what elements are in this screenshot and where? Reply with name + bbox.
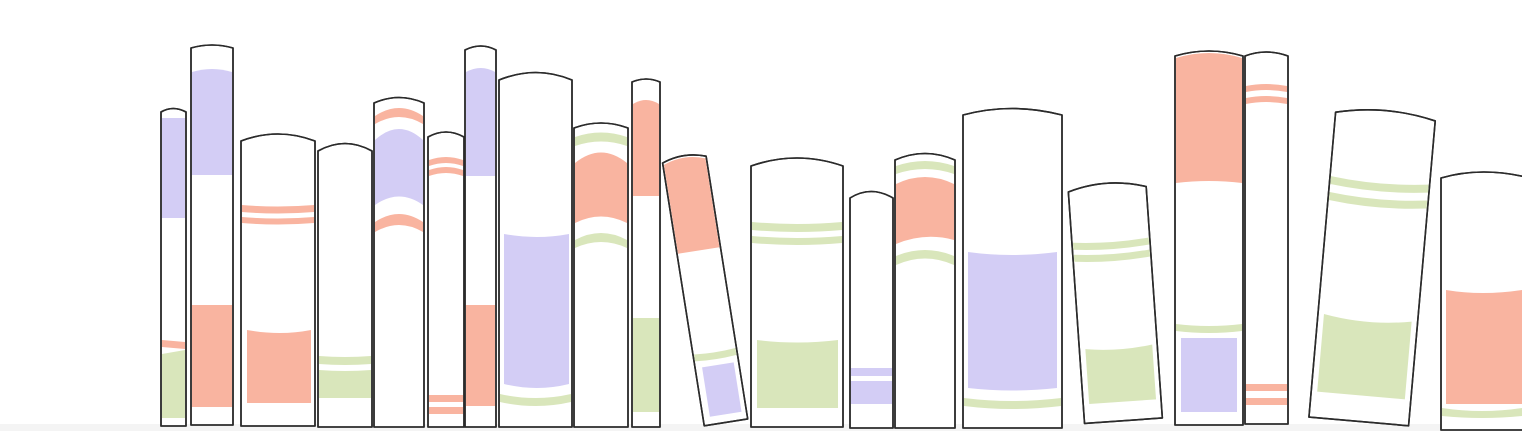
book-12	[750, 157, 844, 428]
book-20	[1440, 171, 1522, 431]
book-1	[160, 107, 187, 427]
book-16	[1067, 182, 1164, 425]
book-5	[373, 96, 425, 428]
book-4	[317, 142, 373, 428]
book-17	[1174, 50, 1244, 426]
book-15	[962, 107, 1063, 429]
book-14	[894, 152, 956, 429]
book-11	[661, 154, 749, 427]
book-8	[498, 71, 573, 428]
book-19	[1308, 109, 1437, 427]
book-2	[190, 44, 234, 426]
book-9	[573, 122, 629, 428]
book-18	[1244, 51, 1289, 425]
book-7	[464, 45, 497, 428]
book-10	[631, 78, 661, 428]
book-13	[849, 190, 894, 429]
book-3	[240, 133, 316, 427]
book-6	[427, 131, 465, 428]
